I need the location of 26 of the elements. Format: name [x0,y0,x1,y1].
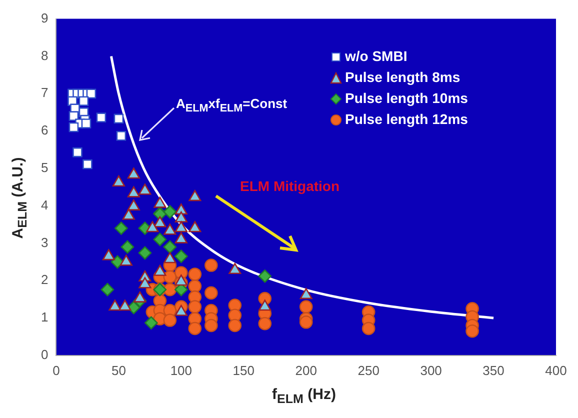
y-tick-label: 2 [40,272,48,288]
x-tick-label: 200 [295,362,317,378]
y-tick-label: 5 [40,160,48,175]
legend-label: Pulse length 8ms [345,68,460,87]
legend-label: w/o SMBI [345,47,408,66]
x-tick-label: 0 [52,362,60,378]
x-tick-label: 150 [232,362,254,378]
x-tick-label: 350 [482,362,504,378]
x-tick-label: 250 [358,362,380,378]
y-tick-label: 8 [40,48,48,63]
legend-label: Pulse length 10ms [345,89,468,108]
y-tick-label: 9 [40,10,48,26]
y-tick-label: 3 [40,234,48,250]
x-axis-title: f$_{ELM}$ (Hz) [272,386,336,406]
annotation: A$_{ELM}$xf$_{ELM}$=Const [176,96,288,115]
y-tick-label: 6 [40,122,48,138]
y-tick-label: 4 [40,197,48,212]
x-tick-label: 100 [170,362,192,378]
x-tick-label: 50 [111,362,126,378]
annotation: ELM Mitigation [240,178,340,194]
y-tick-label: 0 [40,346,48,362]
legend-label: Pulse length 12ms [345,110,468,129]
y-tick-label: 7 [40,85,48,100]
x-tick-label: 300 [420,362,442,378]
x-tick-label: 400 [545,362,567,378]
y-tick-label: 1 [40,310,48,325]
